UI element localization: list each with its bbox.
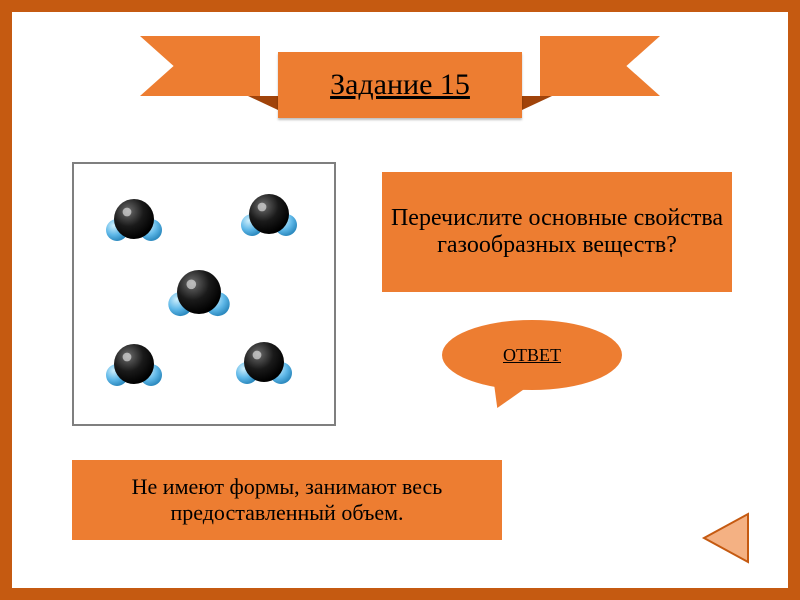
ribbon-right-end [540, 36, 660, 96]
ribbon-fold-left [248, 96, 278, 110]
back-button[interactable] [696, 510, 758, 566]
answer-bubble: ОТВЕТ [442, 320, 632, 420]
title-text: Задание 15 [330, 68, 470, 102]
molecule-image [72, 162, 336, 426]
answer-link-bubble[interactable]: ОТВЕТ [442, 320, 622, 390]
title-ribbon: Задание 15 [190, 30, 610, 120]
answer-text: Не имеют формы, занимают весь предоставл… [82, 474, 492, 526]
question-box: Перечислите основные свойства газообразн… [382, 172, 732, 292]
back-arrow-icon [696, 510, 758, 566]
question-text: Перечислите основные свойства газообразн… [388, 205, 726, 259]
answer-link[interactable]: ОТВЕТ [503, 345, 561, 366]
ribbon-left-end [140, 36, 260, 96]
molecule-svg [74, 164, 334, 424]
title-box: Задание 15 [278, 52, 522, 118]
bubble-tail-icon [487, 379, 528, 414]
ribbon-fold-right [522, 96, 552, 110]
slide-frame: Задание 15 Перечислите основные свойства… [0, 0, 800, 600]
answer-box: Не имеют формы, занимают весь предоставл… [72, 460, 502, 540]
